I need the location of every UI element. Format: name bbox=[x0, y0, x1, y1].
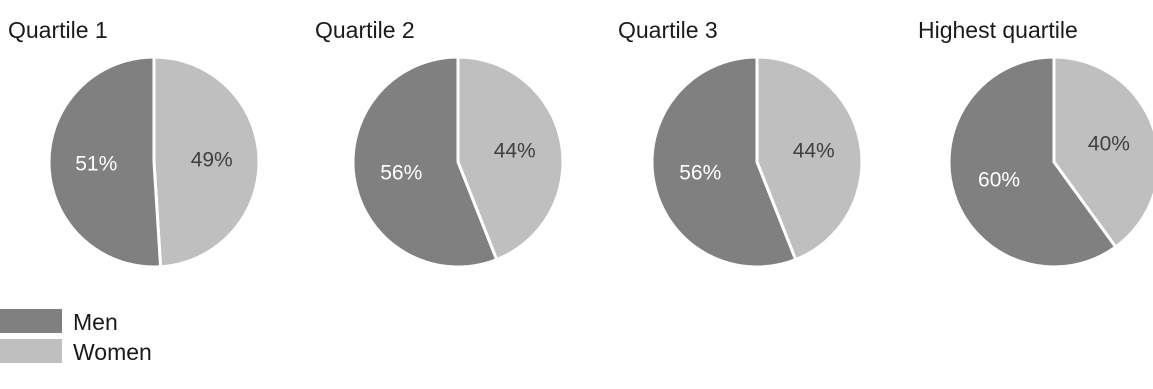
legend: Men Women bbox=[0, 309, 152, 365]
pie-slice-men bbox=[650, 55, 798, 269]
legend-swatch-women bbox=[0, 339, 62, 363]
legend-label-men: Men bbox=[73, 309, 118, 335]
pie-slice-women bbox=[456, 55, 565, 262]
legend-swatch-men bbox=[0, 309, 62, 333]
pie-title: Highest quartile bbox=[918, 17, 1078, 43]
pie-slice-men bbox=[47, 55, 163, 269]
data-label-women: 44% bbox=[494, 140, 536, 163]
pie-charts-group: Quartile 149%51%Quartile 244%56%Quartile… bbox=[8, 17, 1153, 269]
pie-slice-men bbox=[351, 55, 499, 269]
data-label-women: 44% bbox=[793, 140, 835, 163]
pie-title: Quartile 1 bbox=[8, 17, 108, 43]
legend-label-women: Women bbox=[73, 339, 152, 365]
pie-2: Quartile 2 44% 56% bbox=[315, 17, 565, 269]
data-label-men: 56% bbox=[380, 161, 422, 184]
data-label-men: 60% bbox=[978, 168, 1020, 191]
pie-slice-women bbox=[1052, 55, 1153, 249]
pie-title: Quartile 3 bbox=[618, 17, 718, 43]
pie-slice-women bbox=[755, 55, 864, 262]
pie-slice-men bbox=[947, 55, 1118, 269]
pie-title: Quartile 2 bbox=[315, 17, 415, 43]
data-label-men: 51% bbox=[75, 152, 117, 175]
pie-3: Quartile 3 44% 56% bbox=[618, 17, 864, 269]
data-label-women: 49% bbox=[191, 149, 233, 172]
data-label-women: 40% bbox=[1088, 133, 1130, 156]
pie-1: Quartile 1 49% 51% bbox=[8, 17, 261, 269]
pie-4: Highest quartile 40% 60% bbox=[918, 17, 1153, 269]
pie-slice-women bbox=[152, 55, 261, 269]
data-label-men: 56% bbox=[679, 161, 721, 184]
